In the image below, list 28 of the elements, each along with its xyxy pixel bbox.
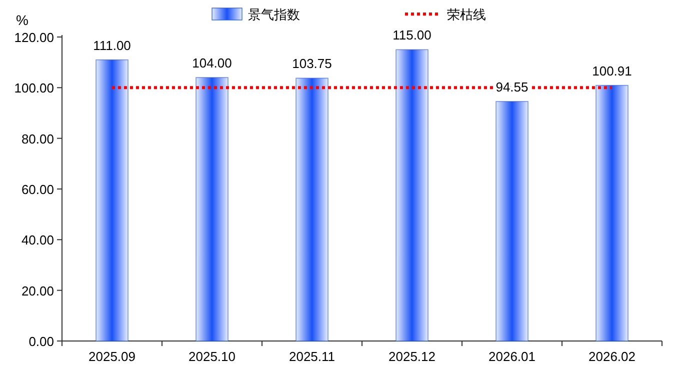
bar [196,77,228,342]
y-tick-label: 80.00 [21,131,54,146]
y-tick-label: 60.00 [21,182,54,197]
data-label: 94.55 [496,79,528,94]
y-tick-label: 120.00 [14,30,54,45]
x-tick-label: 2026.01 [488,349,536,364]
y-tick-label: 40.00 [21,232,54,248]
data-label: 100.91 [592,63,632,78]
bar [496,101,528,342]
y-tick-label: 100.00 [14,80,54,96]
data-label: 103.75 [292,56,332,72]
x-tick-label: 2025.09 [88,349,136,364]
bar [596,84,628,342]
y-tick-label: 0.00 [28,334,54,349]
bar [96,59,128,342]
x-tick-label: 2025.12 [388,349,436,364]
data-label: 115.00 [392,28,432,43]
legend-label: 荣枯线 [447,7,486,22]
x-tick-label: 2025.11 [288,349,336,364]
data-label: 104.00 [192,56,232,71]
x-tick-label: 2025.10 [188,349,236,364]
bar [296,78,328,342]
legend-label: 景气指数 [248,7,300,22]
data-label: 111.00 [93,38,131,53]
bar [396,49,428,342]
x-tick-label: 2026.02 [588,349,636,364]
y-tick-label: 20.00 [21,283,54,298]
y-axis-title: % [16,12,28,28]
